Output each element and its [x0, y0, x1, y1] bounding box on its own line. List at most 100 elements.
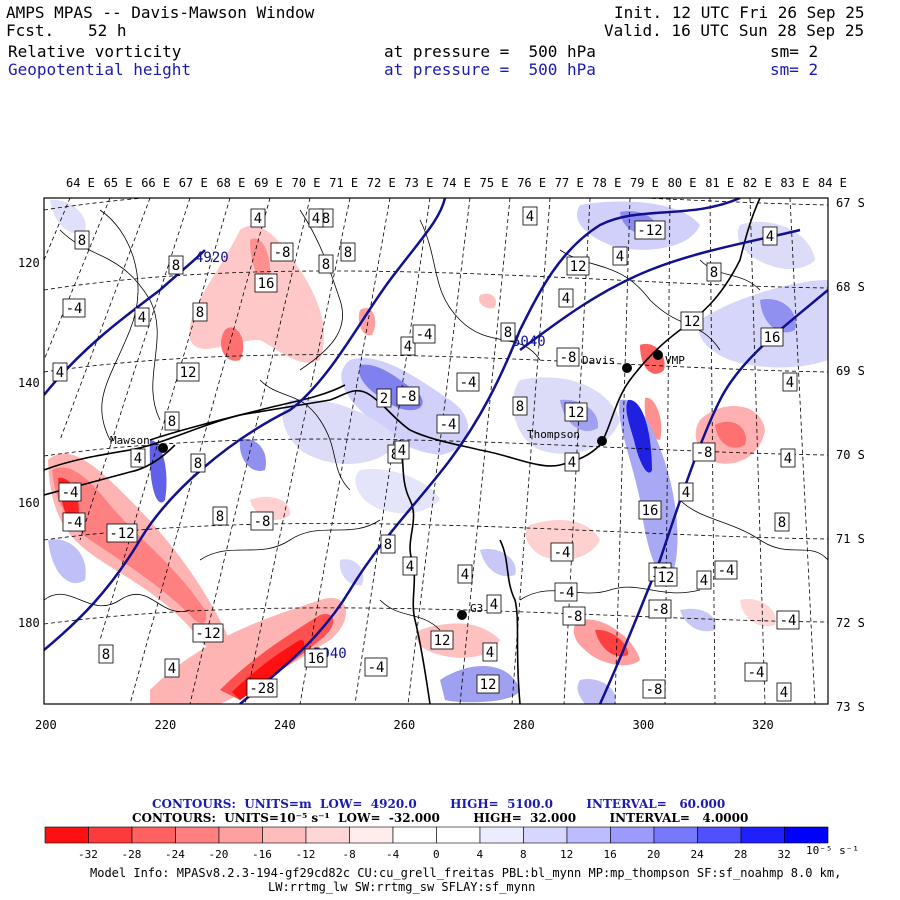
vorticity-label-box — [776, 610, 800, 630]
vorticity-label: 8 — [516, 399, 524, 415]
vorticity-label: -4 — [368, 660, 385, 676]
longitude-label: 68 E — [216, 176, 246, 190]
station-marker — [457, 610, 467, 620]
vorticity-label-box — [402, 556, 418, 576]
vorticity-label: -4 — [66, 515, 83, 531]
vorticity-label-box — [760, 327, 784, 347]
vorticity-label: -8 — [560, 350, 577, 366]
x-tick-label: 200 — [35, 718, 57, 732]
vorticity-label-box — [482, 642, 498, 662]
latitude-label: 72 S — [836, 616, 865, 630]
x-tick-label: 320 — [752, 718, 774, 732]
colorbar-tick-label: -28 — [121, 848, 142, 861]
vorticity-label-box — [430, 630, 454, 650]
vorticity-label-box — [190, 453, 206, 473]
colorbar-swatch — [740, 826, 785, 844]
vorticity-label: 4 — [404, 339, 412, 355]
colorbar-swatch — [479, 826, 524, 844]
vorticity-label-box — [558, 288, 574, 308]
colorbar-units: 10⁻⁵ s⁻¹ — [806, 844, 859, 857]
colorbar-swatch — [262, 826, 307, 844]
vorticity-label: 4 — [138, 310, 146, 326]
vorticity-label-box — [58, 482, 82, 502]
station-marker — [653, 350, 663, 360]
longitude-label: 71 E — [329, 176, 359, 190]
colorbar-swatch — [131, 826, 176, 844]
vorticity-label-box — [762, 226, 778, 246]
height-contour-legend: CONTOURS: UNITS=m LOW= 4920.0 HIGH= 5100… — [152, 797, 726, 811]
vorticity-label-box — [304, 648, 328, 668]
vorticity-label: -12 — [109, 526, 134, 542]
vorticity-label: 8 — [322, 257, 330, 273]
vorticity-label-box — [62, 512, 86, 532]
longitude-label: 69 E — [254, 176, 283, 190]
longitude-label: 64 E — [66, 176, 95, 190]
vorticity-label: 4 — [406, 559, 414, 575]
vorticity-label: 4 — [784, 451, 792, 467]
vorticity-label: 8 — [384, 537, 392, 553]
plot-title: AMPS MPAS -- Davis-Mawson Window — [6, 3, 315, 22]
vorticity-label-box — [564, 402, 588, 422]
vorticity-label-box — [52, 362, 68, 382]
y-tick-label: 180 — [18, 616, 40, 630]
vorticity-label-box — [270, 242, 294, 262]
field1-level: at pressure = 500 hPa — [384, 42, 596, 61]
vorticity-label-box — [62, 298, 86, 318]
vorticity-label: -8 — [254, 514, 271, 530]
colorbar-tick-label: -32 — [78, 848, 98, 861]
vorticity-label: 8 — [196, 305, 204, 321]
vorticity-label: 4 — [780, 685, 788, 701]
x-tick-label: 260 — [393, 718, 416, 732]
vorticity-label-box — [457, 564, 473, 584]
vorticity-label: -28 — [249, 681, 274, 697]
longitude-label: 73 E — [404, 176, 434, 190]
vorticity-label-box — [106, 523, 138, 543]
y-tick-label: 140 — [18, 376, 40, 390]
vorticity-label: -4 — [718, 563, 735, 579]
vorticity-label: 12 — [658, 570, 675, 586]
init-time: Init. 12 UTC Fri 26 Sep 25 — [614, 3, 865, 22]
vorticity-label: 2 — [380, 391, 388, 407]
vorticity-label-box — [774, 512, 790, 532]
station-label: VMP — [665, 354, 685, 367]
vorticity-label: 4 — [568, 455, 576, 471]
colorbar-tick-label: 28 — [734, 848, 748, 861]
longitude-label: 74 E — [442, 176, 471, 190]
colorbar-swatch — [175, 826, 220, 844]
vorticity-label: 8 — [344, 245, 352, 261]
vorticity-label-box — [776, 682, 792, 702]
longitude-label: 70 E — [291, 176, 321, 190]
vorticity-label: -8 — [274, 245, 291, 261]
field2-smoothing: sm= 2 — [770, 60, 819, 79]
model-info-2: LW:rrtmg_lw SW:rrtmg_sw SFLAY:sf_mynn — [268, 880, 536, 894]
station-marker — [622, 363, 632, 373]
colorbar-swatch — [653, 826, 698, 844]
station-label: G3 — [470, 602, 483, 615]
colorbar-tick-label: 20 — [647, 848, 661, 861]
latitude-label: 67 S — [836, 196, 865, 210]
stations: Mawson Davis Thompson G3 VMP — [110, 350, 685, 620]
latitude-label: 69 S — [836, 364, 865, 378]
longitude-label: 83 E — [780, 176, 810, 190]
vorticity-label-box — [98, 644, 114, 664]
vorticity-label: 4 — [766, 229, 774, 245]
valid-time: Valid. 16 UTC Sun 28 Sep 25 — [604, 21, 865, 40]
vorticity-label: -12 — [637, 223, 662, 239]
vorticity-label: -8 — [652, 602, 669, 618]
vorticity-label-box — [396, 386, 420, 406]
vorticity-label: -8 — [696, 445, 713, 461]
vorticity-labels: -48488448-8-8-448161284-484124241612-44-… — [52, 206, 800, 702]
longitude-label: 79 E — [630, 176, 659, 190]
colorbar-tick-label: 16 — [603, 848, 617, 861]
colorbar-swatch — [566, 826, 611, 844]
vorticity-label: 8 — [778, 515, 786, 531]
colorbar-tick-label: -24 — [165, 848, 185, 861]
vorticity-label-box — [512, 396, 528, 416]
vorticity-label: 16 — [642, 503, 659, 519]
vorticity-label: 16 — [764, 330, 781, 346]
colorbar-swatch — [349, 826, 394, 844]
map-frame — [43, 197, 829, 705]
latitude-label: 68 S — [836, 280, 865, 294]
vorticity-label: 4 — [398, 443, 406, 459]
